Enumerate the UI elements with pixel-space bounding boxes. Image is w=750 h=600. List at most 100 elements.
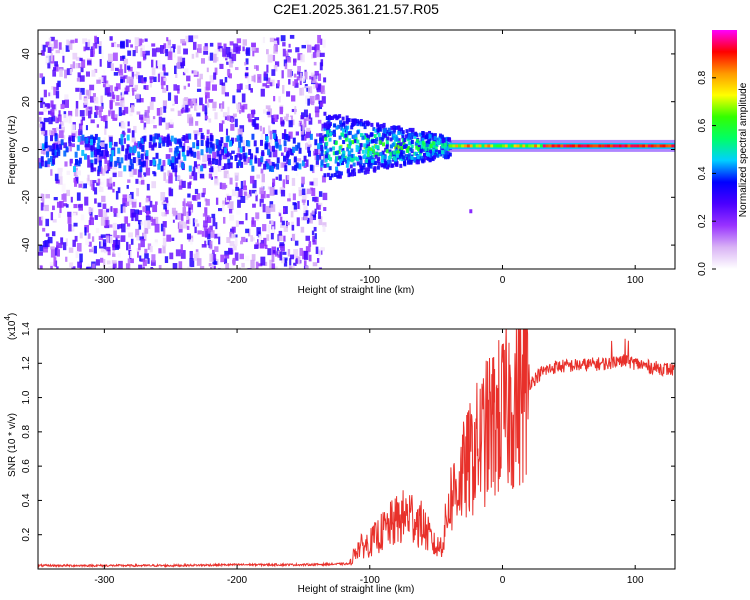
heatmap-cell <box>545 144 549 148</box>
heatmap-cell <box>249 175 255 184</box>
heatmap-cell <box>128 153 132 160</box>
heatmap-cell <box>315 246 319 254</box>
heatmap-cell <box>353 172 357 177</box>
heatmap-cell <box>245 47 251 56</box>
heatmap-cell <box>125 223 129 228</box>
heatmap-cell <box>598 144 602 148</box>
heatmap-cell <box>390 125 394 130</box>
heatmap-cell <box>415 160 419 165</box>
heatmap-cell <box>82 38 88 44</box>
heatmap-cell <box>278 144 282 151</box>
heatmap-cell <box>66 189 71 197</box>
heatmap-cell <box>414 141 418 146</box>
heatmap-cell <box>201 244 207 248</box>
heatmap-cell <box>76 77 80 82</box>
heatmap-cell <box>243 191 247 196</box>
heatmap-cell <box>74 176 79 184</box>
heatmap-cell <box>291 188 295 194</box>
heatmap-cell <box>76 144 80 151</box>
heatmap-cell <box>46 147 50 155</box>
heatmap-cell <box>203 46 209 51</box>
heatmap-cell <box>392 128 396 133</box>
heatmap-cell <box>463 144 467 148</box>
heatmap-cell <box>196 143 200 150</box>
heatmap-cell <box>380 123 384 128</box>
heatmap-cell <box>95 259 100 266</box>
heatmap-cell <box>69 145 72 152</box>
heatmap-cell <box>52 152 56 159</box>
heatmap-cell <box>126 76 130 84</box>
heatmap-cell <box>90 151 94 158</box>
heatmap-cell <box>48 117 53 125</box>
heatmap-cell <box>560 144 564 148</box>
heatmap-cell <box>150 96 156 102</box>
heatmap-cell <box>409 159 413 164</box>
heatmap-cell <box>338 161 342 166</box>
heatmap-cell <box>294 79 298 85</box>
heatmap-cell <box>314 106 320 113</box>
heatmap-cell <box>150 260 156 266</box>
heatmap-cell <box>639 144 643 148</box>
heatmap-cell <box>228 247 233 255</box>
heatmap-cell <box>279 251 283 261</box>
heatmap-cell <box>94 68 98 73</box>
heatmap-cell <box>88 241 92 247</box>
x-tick-label: 100 <box>627 275 644 286</box>
heatmap-cell <box>236 38 242 44</box>
heatmap-cell <box>478 144 482 148</box>
heatmap-cell <box>125 39 129 48</box>
heatmap-cell <box>350 153 354 158</box>
heatmap-cell <box>126 241 129 251</box>
heatmap-cell <box>305 143 308 150</box>
heatmap-cell <box>194 219 198 223</box>
heatmap-cell <box>53 67 56 71</box>
heatmap-cell <box>52 143 56 150</box>
heatmap-cell <box>131 212 136 218</box>
heatmap-cell <box>149 245 153 253</box>
heatmap-cell <box>429 143 433 148</box>
heatmap-cell <box>109 136 113 146</box>
heatmap-cell <box>268 125 271 134</box>
heatmap-cell <box>98 235 104 240</box>
heatmap-cell <box>118 151 122 156</box>
heatmap-cell <box>209 225 213 232</box>
heatmap-cell <box>169 172 173 181</box>
heatmap-cell <box>359 133 363 138</box>
heatmap-cell <box>65 256 68 262</box>
heatmap-cell <box>101 49 104 59</box>
heatmap-cell <box>233 43 239 53</box>
heatmap-cell <box>53 39 58 49</box>
heatmap-cell <box>138 114 144 120</box>
heatmap-cell <box>383 158 387 163</box>
heatmap-cell <box>166 234 172 242</box>
heatmap-cell <box>108 110 111 117</box>
heatmap-cell <box>332 129 336 134</box>
heatmap-cell <box>146 210 150 217</box>
heatmap-cell <box>217 208 223 212</box>
heatmap-cell <box>189 250 193 259</box>
heatmap-cell <box>224 147 228 154</box>
heatmap-cell <box>70 39 75 44</box>
heatmap-cell <box>248 119 254 123</box>
heatmap-cell <box>118 69 124 76</box>
heatmap-cell <box>236 209 241 215</box>
heatmap-cell <box>127 263 131 269</box>
heatmap-cell <box>108 265 112 269</box>
heatmap-cell <box>166 135 170 142</box>
heatmap-cell <box>350 125 354 130</box>
heatmap-cell <box>113 72 119 76</box>
heatmap-cell <box>99 106 103 112</box>
heatmap-cell <box>283 59 287 67</box>
heatmap-cell <box>229 155 233 160</box>
heatmap-cell <box>191 170 195 177</box>
heatmap-cell <box>358 120 362 125</box>
heatmap-cell <box>254 167 258 171</box>
heatmap-cell <box>92 45 95 55</box>
heatmap-cell <box>418 154 422 159</box>
heatmap-cell <box>287 49 292 53</box>
heatmap-cell <box>59 146 63 155</box>
heatmap-cell <box>243 103 248 110</box>
heatmap-cell <box>288 43 291 48</box>
heatmap-cell <box>399 142 403 147</box>
heatmap-cell <box>168 147 173 153</box>
